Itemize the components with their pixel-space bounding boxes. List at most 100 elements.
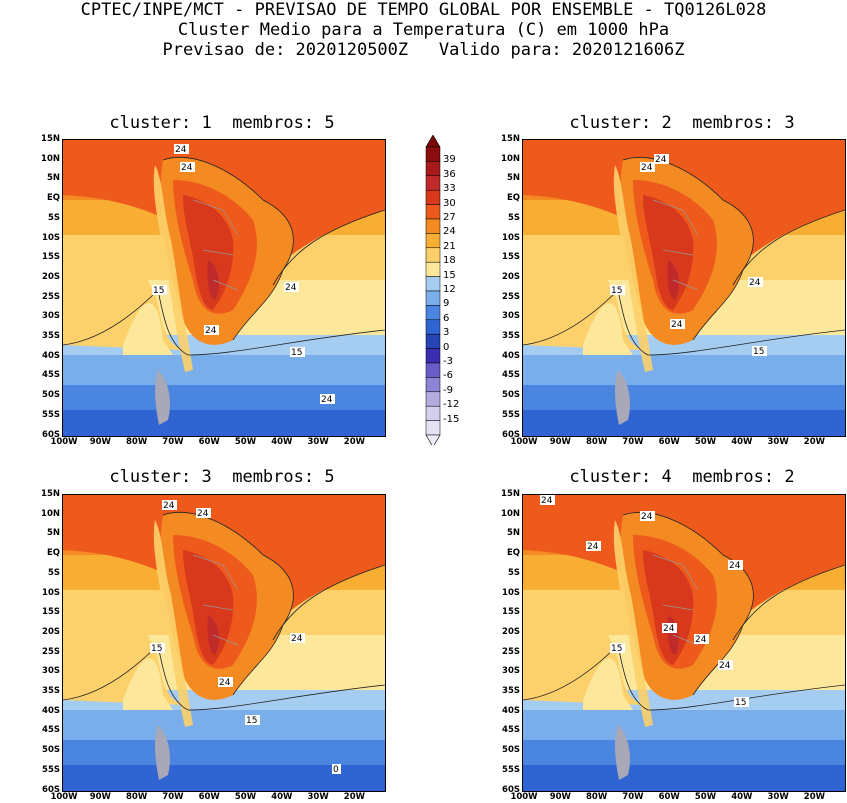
contour-label: 24: [670, 319, 685, 330]
colorbar-swatch: [425, 305, 441, 321]
contour-label: 24: [718, 660, 733, 671]
contour-label: 15: [734, 697, 749, 708]
lat-tick-label: 60S: [502, 429, 520, 440]
contour-label: 15: [150, 643, 165, 654]
svg-text:15: 15: [291, 348, 302, 358]
lat-tick-label: 40S: [42, 705, 60, 716]
colorbar-tick-label: 24: [443, 226, 456, 238]
contour-label: 24: [174, 144, 189, 155]
colorbar-swatch: [425, 333, 441, 349]
lat-tick-label: 5S: [47, 567, 60, 578]
lat-tick-label: 10S: [42, 587, 60, 598]
lon-tick-label: 70W: [622, 437, 644, 447]
lon-tick-label: 70W: [162, 437, 184, 447]
svg-text:24: 24: [663, 624, 675, 634]
colorbar-swatch: [425, 290, 441, 306]
lat-tick-label: 15S: [502, 252, 520, 263]
lat-tick-label: 5N: [46, 528, 60, 539]
lat-tick-label: 5N: [506, 173, 520, 184]
panel-title-cluster-4: cluster: 4 membros: 2: [569, 467, 795, 487]
colorbar-tick-label: -9: [443, 384, 453, 396]
subtitle-variable: Cluster Medio para a Temperatura (C) em …: [177, 20, 670, 40]
contour-label: 24: [196, 508, 211, 519]
lon-tick-label: 20W: [803, 792, 825, 802]
lat-tick-label: 5S: [507, 567, 520, 578]
lon-tick-label: 70W: [622, 792, 644, 802]
svg-text:24: 24: [695, 635, 707, 645]
lat-tick-label: 55S: [42, 764, 60, 775]
map-cluster-1: 24 24 24 24 24 15 15: [62, 139, 386, 437]
contour-label: 24: [180, 162, 195, 173]
lon-tick-label: 60W: [198, 437, 220, 447]
lat-tick-label: 5S: [47, 212, 60, 223]
svg-text:24: 24: [205, 326, 217, 336]
lat-tick-label: 10N: [41, 153, 60, 164]
lon-tick-label: 60W: [658, 437, 680, 447]
colorbar-tick-label: 0: [443, 341, 450, 353]
lon-tick-label: 40W: [731, 437, 753, 447]
panel-title-cluster-1: cluster: 1 membros: 5: [109, 113, 335, 133]
lon-tick-label: 90W: [549, 792, 571, 802]
svg-text:24: 24: [719, 661, 731, 671]
svg-text:24: 24: [163, 501, 175, 511]
lon-tick-label: 100W: [510, 792, 538, 802]
lat-tick-label: 45S: [42, 725, 60, 736]
svg-text:24: 24: [655, 155, 667, 165]
colorbar-swatch: [425, 391, 441, 407]
lon-tick-label: 40W: [271, 792, 293, 802]
lat-tick-label: 35S: [502, 331, 520, 341]
svg-text:24: 24: [197, 509, 209, 519]
contour-label: 15: [245, 715, 260, 726]
svg-text:24: 24: [219, 678, 231, 688]
lon-tick-label: 30W: [307, 437, 329, 447]
contour-label: 24: [218, 677, 233, 688]
lon-tick-label: 100W: [50, 437, 78, 447]
lat-tick-label: 10S: [502, 587, 520, 598]
svg-text:24: 24: [641, 163, 653, 173]
svg-text:24: 24: [587, 542, 599, 552]
colorbar-tick-label: 27: [443, 212, 456, 223]
lon-tick-label: 20W: [343, 437, 365, 447]
contour-label: 24: [640, 162, 655, 173]
lat-tick-label: 50S: [42, 390, 60, 401]
colorbar-tick-label: 15: [443, 269, 456, 281]
lat-tick-label: EQ: [46, 548, 60, 559]
svg-text:24: 24: [729, 561, 741, 571]
lat-tick-label: 35S: [502, 686, 520, 696]
lon-tick-label: 40W: [731, 792, 753, 802]
main-title: CPTEC/INPE/MCT - PREVISAO DE TEMPO GLOBA…: [80, 0, 767, 20]
lon-tick-label: 50W: [234, 792, 257, 802]
svg-text:15: 15: [611, 644, 622, 654]
lon-tick-label: 90W: [549, 437, 571, 447]
colorbar-top-triangle: [425, 135, 441, 148]
lon-tick-label: 30W: [767, 792, 789, 802]
svg-text:24: 24: [181, 163, 193, 173]
colorbar-swatch: [425, 204, 441, 220]
colorbar-swatch: [425, 405, 441, 421]
lat-tick-label: EQ: [506, 548, 520, 559]
contour-label: 24: [162, 500, 177, 511]
lat-tick-label: 25S: [502, 291, 520, 302]
lat-tick-label: 50S: [42, 745, 60, 756]
lat-tick-label: 15N: [41, 134, 60, 144]
lon-tick-label: 50W: [694, 792, 717, 802]
svg-text:24: 24: [291, 634, 303, 644]
colorbar-swatch: [425, 348, 441, 364]
colorbar-legend: 39 36 33 30 27 24 21 18 15 12 9 6 3 0 -3 -6 -9 -12 -15: [425, 135, 485, 445]
contour-label: 15: [752, 346, 767, 357]
svg-text:24: 24: [641, 512, 653, 522]
colorbar-swatch: [425, 218, 441, 234]
lat-tick-label: 55S: [42, 409, 60, 420]
colorbar-swatch: [425, 189, 441, 205]
lon-tick-label: 30W: [767, 437, 789, 447]
lat-tick-label: 45S: [502, 370, 520, 381]
lat-tick-label: 5N: [506, 528, 520, 539]
lat-tick-label: 60S: [502, 784, 520, 795]
lat-tick-label: 10N: [501, 153, 520, 164]
lon-tick-label: 90W: [89, 792, 111, 802]
svg-text:15: 15: [151, 644, 162, 654]
lat-tick-label: 20S: [502, 271, 520, 282]
svg-text:15: 15: [735, 698, 746, 708]
lat-tick-label: 35S: [42, 686, 60, 696]
lat-tick-label: 30S: [42, 666, 60, 677]
